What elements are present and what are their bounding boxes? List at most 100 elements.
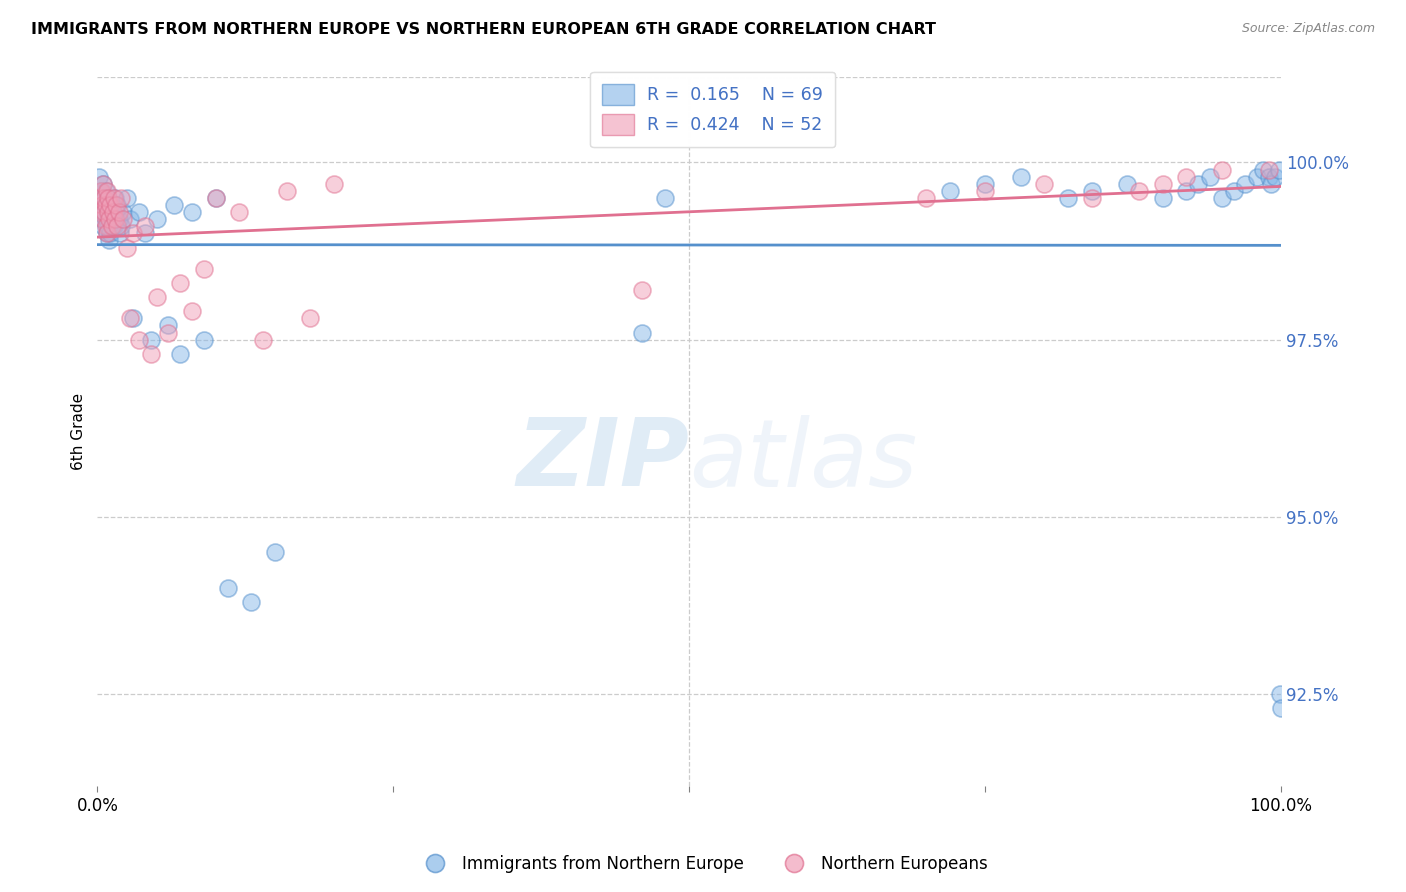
Point xyxy=(91,198,114,212)
Point xyxy=(134,227,156,241)
Point xyxy=(89,205,111,219)
Point xyxy=(323,177,346,191)
Point xyxy=(90,205,112,219)
Point xyxy=(91,219,114,234)
Point xyxy=(93,191,115,205)
Point xyxy=(120,212,142,227)
Point xyxy=(630,326,652,340)
Point xyxy=(181,304,204,318)
Point xyxy=(97,191,120,205)
Point xyxy=(107,205,129,219)
Point xyxy=(91,212,114,227)
Point xyxy=(121,311,143,326)
Point xyxy=(1175,169,1198,184)
Point xyxy=(104,191,127,205)
Point xyxy=(157,326,180,340)
Point xyxy=(101,205,124,219)
Point xyxy=(94,219,117,234)
Legend: Immigrants from Northern Europe, Northern Europeans: Immigrants from Northern Europe, Norther… xyxy=(412,848,994,880)
Point xyxy=(1234,177,1257,191)
Point xyxy=(204,191,226,205)
Y-axis label: 6th Grade: 6th Grade xyxy=(72,393,86,470)
Point xyxy=(107,219,129,234)
Point xyxy=(630,283,652,297)
Point xyxy=(87,169,110,184)
Point xyxy=(96,184,118,198)
Point xyxy=(91,177,114,191)
Point xyxy=(1080,191,1102,205)
Point xyxy=(145,290,167,304)
Point xyxy=(110,219,132,234)
Point xyxy=(100,212,122,227)
Point xyxy=(1267,162,1289,177)
Point xyxy=(96,198,118,212)
Point xyxy=(98,212,121,227)
Point xyxy=(121,227,143,241)
Point xyxy=(181,205,204,219)
Point xyxy=(1152,191,1174,205)
Point xyxy=(1187,177,1209,191)
Point xyxy=(276,184,298,198)
Point xyxy=(264,545,287,559)
Point xyxy=(103,191,125,205)
Point xyxy=(1057,191,1080,205)
Point xyxy=(93,205,115,219)
Point xyxy=(87,191,110,205)
Point xyxy=(112,212,135,227)
Point xyxy=(115,240,138,254)
Point xyxy=(110,191,132,205)
Point xyxy=(90,184,112,198)
Point xyxy=(91,212,114,227)
Point xyxy=(1175,184,1198,198)
Point xyxy=(240,595,263,609)
Point xyxy=(1222,184,1244,198)
Point xyxy=(145,212,167,227)
Point xyxy=(169,276,191,290)
Point xyxy=(252,333,274,347)
Point xyxy=(1251,162,1274,177)
Point xyxy=(1268,687,1291,701)
Point xyxy=(98,205,121,219)
Point xyxy=(915,191,938,205)
Point xyxy=(98,198,121,212)
Point xyxy=(204,191,226,205)
Point xyxy=(98,227,121,241)
Text: ZIP: ZIP xyxy=(516,414,689,506)
Point xyxy=(1033,177,1056,191)
Point xyxy=(1258,169,1281,184)
Point xyxy=(108,227,131,241)
Point xyxy=(97,191,120,205)
Point xyxy=(94,184,117,198)
Point xyxy=(1010,169,1032,184)
Text: atlas: atlas xyxy=(689,415,917,506)
Point xyxy=(112,205,135,219)
Point xyxy=(169,347,191,361)
Point xyxy=(193,261,215,276)
Point xyxy=(98,234,121,248)
Point xyxy=(90,184,112,198)
Point xyxy=(91,198,114,212)
Point xyxy=(193,333,215,347)
Point xyxy=(98,198,121,212)
Point xyxy=(94,198,117,212)
Point xyxy=(101,205,124,219)
Point xyxy=(1260,177,1282,191)
Point xyxy=(228,205,250,219)
Point xyxy=(107,212,129,227)
Point xyxy=(217,581,239,595)
Point xyxy=(91,177,114,191)
Point xyxy=(299,311,322,326)
Point xyxy=(115,191,138,205)
Point xyxy=(1128,184,1150,198)
Point xyxy=(103,219,125,234)
Point xyxy=(139,333,162,347)
Point xyxy=(974,184,997,198)
Point xyxy=(157,318,180,333)
Point xyxy=(104,212,127,227)
Point xyxy=(1264,169,1286,184)
Point xyxy=(96,227,118,241)
Point xyxy=(1199,169,1222,184)
Point xyxy=(1258,162,1281,177)
Point xyxy=(128,205,150,219)
Point xyxy=(120,311,142,326)
